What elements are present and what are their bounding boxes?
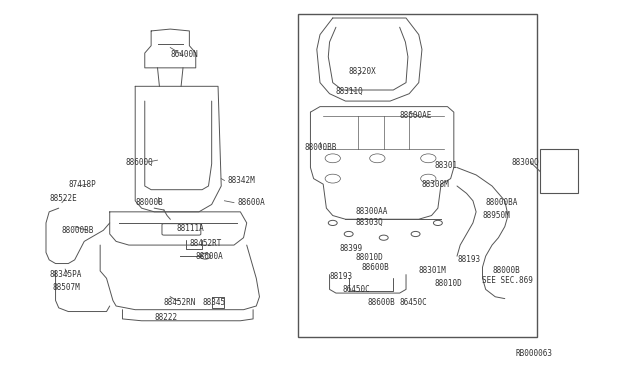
Text: 88111A: 88111A xyxy=(177,224,204,233)
Text: 88300AA: 88300AA xyxy=(355,207,387,217)
Text: 88600A: 88600A xyxy=(237,198,265,207)
Text: 88308M: 88308M xyxy=(422,180,450,189)
Text: 86450C: 86450C xyxy=(399,298,428,307)
Text: 88507M: 88507M xyxy=(52,283,80,292)
Text: 88301M: 88301M xyxy=(419,266,447,275)
Text: 88301: 88301 xyxy=(435,161,458,170)
Text: 88000BB: 88000BB xyxy=(304,143,337,152)
Text: 88600B: 88600B xyxy=(362,263,389,272)
Text: 88222: 88222 xyxy=(154,312,177,321)
Text: 88010D: 88010D xyxy=(355,253,383,263)
Text: 88311Q: 88311Q xyxy=(336,87,364,96)
Text: 88300Q: 88300Q xyxy=(511,157,539,167)
Text: 88600B: 88600B xyxy=(368,298,396,307)
Text: 88399: 88399 xyxy=(339,244,362,253)
Text: 88600AE: 88600AE xyxy=(399,111,432,121)
Text: 88000B: 88000B xyxy=(135,198,163,207)
Text: 88000BA: 88000BA xyxy=(486,198,518,207)
Text: 88600Q: 88600Q xyxy=(125,157,154,167)
Text: 88193: 88193 xyxy=(330,272,353,281)
Text: 88320X: 88320X xyxy=(349,67,376,76)
Text: RB000063: RB000063 xyxy=(516,350,552,359)
Text: 88193: 88193 xyxy=(457,255,480,264)
Text: 88000BB: 88000BB xyxy=(62,226,94,235)
Text: 88600A: 88600A xyxy=(196,251,223,261)
Text: 86400N: 86400N xyxy=(170,51,198,60)
Text: 88345: 88345 xyxy=(202,298,225,307)
Text: 88000B: 88000B xyxy=(492,266,520,275)
Text: SEE SEC.869: SEE SEC.869 xyxy=(483,276,533,285)
Text: 88303Q: 88303Q xyxy=(355,218,383,227)
Text: 88345PA: 88345PA xyxy=(49,270,81,279)
Text: 88522E: 88522E xyxy=(49,195,77,203)
Text: 88342M: 88342M xyxy=(228,176,255,185)
Text: 88950M: 88950M xyxy=(483,211,510,220)
Text: 88452RT: 88452RT xyxy=(189,239,221,248)
Text: 88010D: 88010D xyxy=(435,279,463,288)
Text: 87418P: 87418P xyxy=(68,180,96,189)
Text: 88452RN: 88452RN xyxy=(164,298,196,307)
Text: 86450C: 86450C xyxy=(342,285,370,294)
